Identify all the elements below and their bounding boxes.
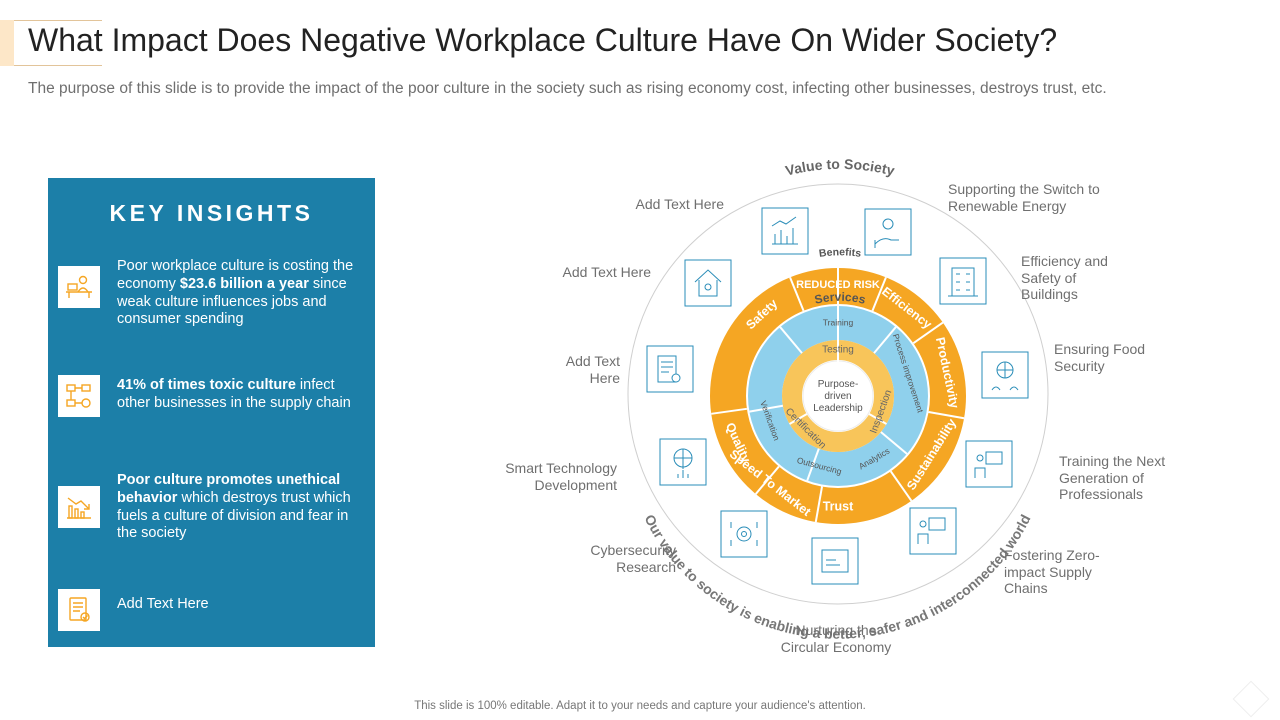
center-line-3: Leadership bbox=[813, 403, 863, 414]
gear-circuit-icon bbox=[720, 510, 768, 558]
blue-divider bbox=[779, 326, 803, 354]
label-add-text-3: Add Text Here bbox=[565, 353, 620, 386]
top-arc-text: Value to Society bbox=[784, 156, 897, 179]
blue-divider bbox=[749, 404, 784, 413]
slide-title: What Impact Does Negative Workplace Cult… bbox=[28, 22, 1058, 58]
insight-text: Poor culture promotes unethical behavior… bbox=[117, 472, 351, 542]
globe-network-icon bbox=[659, 438, 707, 486]
presenter-board-icon bbox=[965, 440, 1013, 488]
orange-divider bbox=[912, 321, 944, 345]
orange-divider bbox=[889, 470, 913, 502]
icon-boxes bbox=[646, 207, 1029, 585]
label-training: Training the Next Generation of Professi… bbox=[1059, 453, 1166, 502]
orange-divider bbox=[711, 407, 748, 415]
blue-divider bbox=[806, 448, 820, 481]
orange-divider bbox=[789, 276, 805, 312]
orange-divider bbox=[928, 410, 965, 420]
key-insights-panel: KEY INSIGHTS Poor workplace culture is c… bbox=[48, 178, 375, 647]
declining-chart-icon bbox=[58, 486, 100, 528]
label-renewable-energy: Supporting the Switch to Renewable Energ… bbox=[948, 181, 1100, 214]
title-accent bbox=[0, 20, 14, 66]
segment-dividers bbox=[711, 276, 965, 523]
orange-divider bbox=[871, 276, 887, 312]
inner-segment-label: Testing bbox=[822, 345, 854, 356]
recycle-card-icon bbox=[811, 537, 859, 585]
label-buildings: Efficiency and Safety of Buildings bbox=[1021, 253, 1108, 302]
center-line-2: driven bbox=[824, 391, 851, 402]
insight-text: 41% of times toxic culture infect other … bbox=[117, 377, 351, 411]
orange-divider bbox=[754, 465, 780, 495]
building-icon bbox=[939, 257, 987, 305]
checklist-icon bbox=[58, 589, 100, 631]
benefit-segment-label: Trust bbox=[823, 499, 854, 513]
label-food-security: Ensuring Food Security bbox=[1054, 341, 1146, 374]
hand-care-icon bbox=[864, 208, 912, 256]
orange-divider bbox=[814, 486, 824, 523]
benefits-label: Benefits bbox=[818, 246, 862, 260]
benefit-segment-label: REDUCED RISK bbox=[796, 279, 880, 291]
label-add-text-2: Add Text Here bbox=[562, 264, 651, 280]
supply-chain-icon bbox=[58, 375, 100, 417]
title-rule-bottom bbox=[14, 65, 102, 66]
label-supply-chains: Fostering Zero-impact Supply Chains bbox=[1004, 547, 1100, 596]
outer-ring bbox=[627, 183, 1049, 605]
label-add-text-1: Add Text Here bbox=[635, 196, 724, 212]
blue-divider bbox=[873, 326, 897, 354]
label-circular-economy: Nurturing the Circular Economy bbox=[780, 622, 892, 655]
inner-divider bbox=[789, 413, 808, 425]
document-check-icon bbox=[646, 345, 694, 393]
service-segment-label: Training bbox=[823, 317, 854, 327]
insight-text: Add Text Here bbox=[117, 596, 209, 612]
inner-divider bbox=[868, 413, 887, 425]
label-cybersecurity: Cybersecurity Research bbox=[590, 542, 676, 575]
panel-heading: KEY INSIGHTS bbox=[109, 200, 314, 226]
home-group-icon bbox=[684, 259, 732, 307]
services-label: Services bbox=[813, 290, 867, 307]
slide-subtitle: The purpose of this slide is to provide … bbox=[28, 80, 1107, 97]
bar-chart-icon bbox=[761, 207, 809, 255]
insight-text: Poor workplace culture is costing the ec… bbox=[117, 258, 354, 328]
title-rule-top bbox=[14, 20, 102, 21]
presenter-icon bbox=[909, 507, 957, 555]
center-line-1: Purpose- bbox=[818, 379, 859, 390]
label-smart-tech: Smart Technology Development bbox=[505, 460, 617, 493]
blue-divider bbox=[880, 431, 908, 455]
worker-desk-icon bbox=[58, 266, 100, 308]
globe-people-icon bbox=[981, 351, 1029, 399]
footer-note: This slide is 100% editable. Adapt it to… bbox=[414, 700, 866, 712]
